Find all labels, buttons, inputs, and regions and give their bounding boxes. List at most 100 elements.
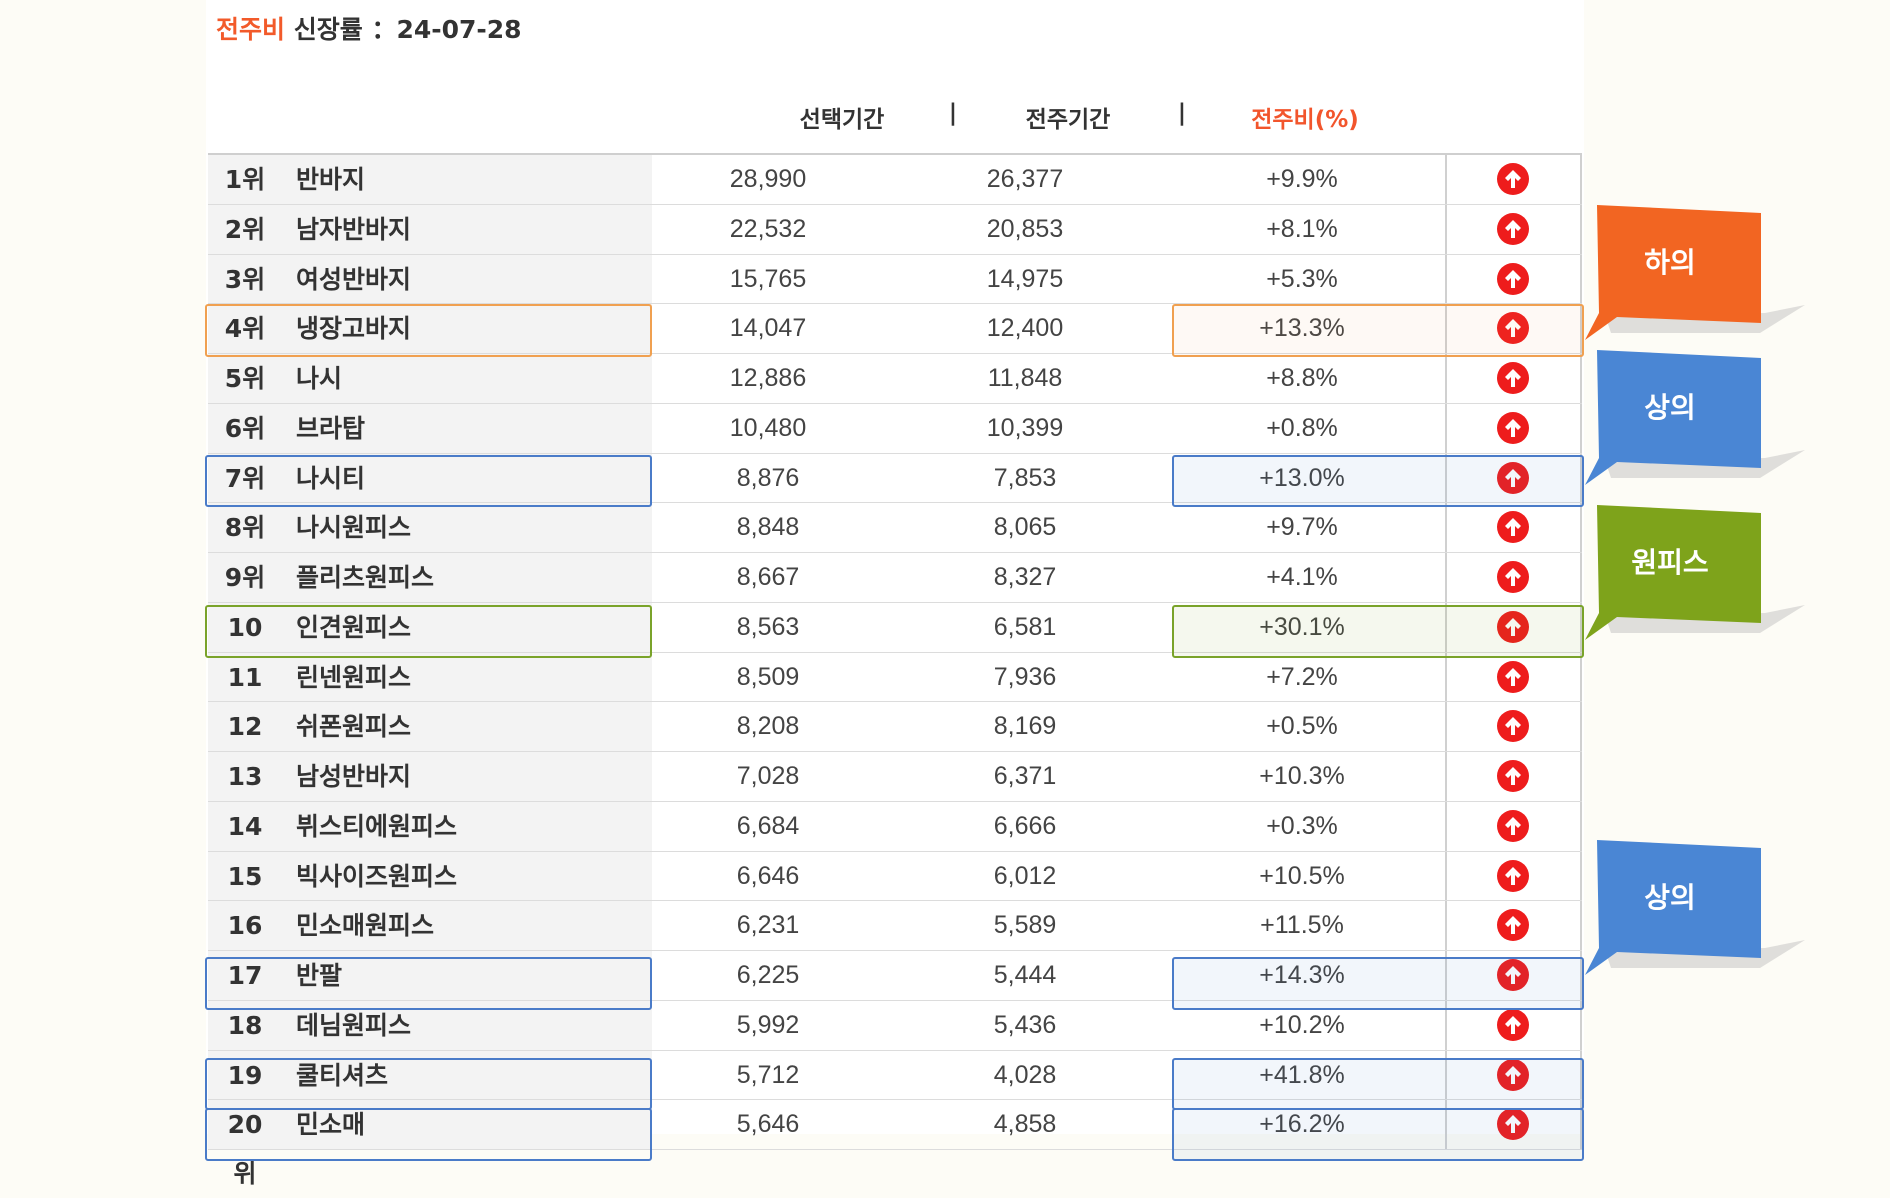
keyword-name[interactable]: 린넨원피스 — [296, 662, 412, 692]
table-row[interactable]: 13위 남성반바지 7,028 6,371 +10.3% — [208, 752, 1582, 840]
selected-period-value: 10,480 — [729, 413, 807, 442]
week-ratio-value: +10.2% — [1259, 1010, 1345, 1039]
column-divider — [1445, 553, 1447, 602]
table-row[interactable]: 5위 나시 12,886 11,848 +8.8% — [208, 354, 1582, 404]
column-divider — [1445, 403, 1447, 453]
table-row[interactable]: 12위 쉬폰원피스 8,208 8,169 +0.5% — [208, 702, 1582, 790]
week-ratio-value: +0.8% — [1266, 413, 1338, 442]
column-divider — [1445, 901, 1447, 950]
week-ratio-value: +13.0% — [1259, 463, 1345, 492]
column-divider — [1445, 652, 1447, 702]
column-separator-2: | — [1177, 100, 1187, 126]
column-divider — [1445, 801, 1447, 851]
selected-period-value: 8,848 — [736, 513, 800, 542]
table-row[interactable]: 17위 반팔 6,225 5,444 +14.3% — [208, 951, 1582, 1039]
keyword-name[interactable]: 남성반바지 — [296, 762, 412, 791]
highlight-box-keyword — [205, 1107, 652, 1161]
highlight-box-keyword — [205, 605, 652, 658]
keyword-name[interactable]: 민소매원피스 — [296, 911, 435, 941]
column-divider — [1580, 204, 1582, 254]
keyword-name[interactable]: 냉장고바지 — [296, 314, 412, 344]
column-divider — [1580, 155, 1582, 204]
rank-cell: 15위 빅사이즈원피스 — [208, 851, 652, 940]
rank-label: 2위 — [224, 214, 266, 244]
selected-period-value: 6,231 — [736, 911, 800, 940]
keyword-name[interactable]: 쉬폰원피스 — [296, 712, 412, 742]
highlight-box-ratio — [1172, 605, 1584, 658]
table-row[interactable]: 16위 민소매원피스 6,231 5,589 +11.5% — [208, 901, 1582, 989]
keyword-name[interactable]: 쿨티셔츠 — [296, 1060, 389, 1090]
keyword-name[interactable]: 데님원피스 — [296, 1010, 412, 1040]
table-row[interactable]: 8위 나시원피스 8,848 8,065 +9.7% — [208, 503, 1582, 553]
table-row[interactable]: 2위 남자반바지 22,532 20,853 +8.1% — [208, 204, 1582, 255]
column-divider — [1580, 801, 1582, 851]
column-divider — [1580, 652, 1582, 702]
week-ratio-value: +41.8% — [1259, 1060, 1345, 1089]
column-divider — [1445, 155, 1447, 204]
keyword-name[interactable]: 빅사이즈원피스 — [296, 861, 458, 891]
title-accent: 전주비 — [216, 15, 286, 44]
selected-period-value: 22,532 — [729, 214, 807, 243]
selected-period-value: 5,992 — [736, 1010, 800, 1039]
keyword-name[interactable]: 인견원피스 — [296, 612, 412, 642]
selected-period-value: 14,047 — [729, 314, 807, 343]
column-divider — [1445, 503, 1447, 552]
keyword-name[interactable]: 브라탑 — [296, 413, 366, 443]
column-divider — [1580, 254, 1582, 304]
selected-period-value: 6,225 — [736, 961, 800, 989]
previous-period-value: 5,436 — [993, 1010, 1057, 1039]
table-row[interactable]: 15위 빅사이즈원피스 6,646 6,012 +10.5% — [208, 851, 1582, 940]
rank-label: 5위 — [224, 364, 266, 393]
rank-cell: 13위 남성반바지 — [208, 752, 652, 840]
table-row[interactable]: 1위 반바지 28,990 26,377 +9.9% — [208, 155, 1582, 205]
column-divider — [1580, 951, 1582, 1000]
keyword-name[interactable]: 나시 — [296, 364, 343, 393]
column-divider — [1580, 851, 1582, 901]
page-title: 전주비 신장률 ：24-07-28 — [216, 10, 522, 46]
column-divider — [1580, 354, 1582, 403]
keyword-name[interactable]: 플리츠원피스 — [296, 563, 435, 592]
table-row[interactable]: 9위 플리츠원피스 8,667 8,327 +4.1% — [208, 553, 1582, 603]
table-row[interactable]: 14위 뷔스티에원피스 6,684 6,666 +0.3% — [208, 801, 1582, 890]
category-callout: 상의 — [1585, 350, 1805, 510]
arrow-up-circle-icon — [1497, 461, 1529, 494]
callout-label: 상의 — [1644, 391, 1696, 424]
previous-period-value: 4,858 — [993, 1110, 1057, 1139]
table-row[interactable]: 4위 냉장고바지 14,047 12,400 +13.3% — [208, 304, 1582, 354]
table-row[interactable]: 7위 나시티 8,876 7,853 +13.0% — [208, 453, 1582, 504]
rank-label: 9위 — [224, 563, 266, 592]
keyword-name[interactable]: 나시원피스 — [296, 513, 412, 543]
column-divider — [1580, 602, 1582, 652]
table-row[interactable]: 11위 린넨원피스 8,509 7,936 +7.2% — [208, 652, 1582, 741]
rank-cell: 6위 브라탑 — [208, 403, 652, 453]
column-divider — [1445, 1050, 1447, 1100]
arrow-up-circle-icon — [1497, 809, 1529, 842]
column-divider — [1445, 254, 1447, 304]
week-ratio-value: +10.5% — [1259, 861, 1345, 890]
previous-period-value: 7,853 — [993, 463, 1057, 492]
table-row[interactable]: 6위 브라탑 10,480 10,399 +0.8% — [208, 403, 1582, 454]
keyword-name[interactable]: 반팔 — [296, 961, 343, 990]
week-ratio-value: +10.3% — [1259, 762, 1345, 790]
highlight-box-ratio — [1172, 1107, 1584, 1161]
column-divider — [1445, 602, 1447, 652]
arrow-up-circle-icon — [1497, 212, 1529, 245]
selected-period-value: 15,765 — [729, 264, 807, 293]
highlight-box-keyword — [205, 1057, 652, 1111]
rank-label: 1위 — [224, 165, 266, 194]
column-divider — [1580, 901, 1582, 950]
column-divider — [1445, 204, 1447, 254]
keyword-name[interactable]: 여성반바지 — [296, 264, 412, 294]
table-row[interactable]: 3위 여성반바지 15,765 14,975 +5.3% — [208, 254, 1582, 305]
previous-period-value: 5,444 — [993, 961, 1057, 989]
week-ratio-value: +9.9% — [1266, 165, 1338, 193]
keyword-name[interactable]: 반바지 — [296, 165, 366, 194]
previous-period-value: 11,848 — [987, 364, 1063, 392]
keyword-name[interactable]: 남자반바지 — [296, 214, 412, 244]
arrow-up-circle-icon — [1497, 660, 1529, 693]
rank-cell: 5위 나시 — [208, 354, 652, 403]
previous-period-value: 20,853 — [986, 214, 1064, 243]
keyword-name[interactable]: 나시티 — [296, 463, 366, 493]
keyword-name[interactable]: 뷔스티에원피스 — [296, 811, 458, 841]
column-divider — [1445, 1000, 1447, 1050]
